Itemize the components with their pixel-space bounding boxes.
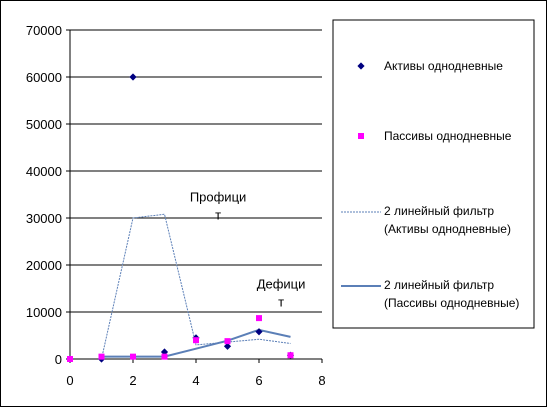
data-point-1 [161,353,168,360]
y-tick-label: 20000 [26,258,62,273]
legend-label-1: Пассивы однодневные [384,129,512,143]
x-tick-label: 2 [129,373,136,388]
y-tick-label: 10000 [26,305,62,320]
data-point-0 [255,328,263,336]
data-point-1 [130,353,136,360]
legend-label-2: 2 линейный фильтр [384,204,494,218]
y-tick-label: 30000 [26,211,62,226]
annotation-0: т [215,208,221,223]
data-point-0 [129,73,137,81]
data-point-1 [67,356,73,362]
data-point-1 [256,315,262,322]
data-point-1 [193,337,199,344]
y-tick-label: 50000 [26,117,62,132]
legend-label-2: (Активы однодневные) [384,222,511,236]
legend-label-0: Активы однодневные [384,59,503,73]
legend: Активы однодневные Пассивы однодневные 2 л… [332,19,535,329]
legend-marker-0 [357,62,365,70]
y-tick-label: 70000 [26,23,62,38]
legend-box [332,19,535,329]
annotation-0: Профици [190,190,246,205]
x-tick-label: 8 [318,373,325,388]
annotation-1: Дефици [257,277,306,292]
legend-label-3: 2 линейный фильтр [384,278,494,292]
data-point-0 [223,342,232,350]
y-tick-label: 60000 [26,70,62,85]
x-tick-label: 4 [192,373,199,388]
data-point-1 [287,352,294,359]
data-point-1 [98,353,105,360]
y-tick-label: 40000 [26,164,62,179]
x-tick-label: 6 [255,373,262,388]
legend-label-3: (Пассивы однодневные) [384,296,519,310]
filter-line-2 [101,213,291,360]
annotation-1: т [278,295,284,310]
plot-area: 0 10000 20000 30000 40000 50000 60000 70000 0 2 4 6… [26,23,326,388]
legend-marker-1 [358,133,364,139]
y-tick-label: 0 [55,352,62,367]
data-point-1 [224,338,231,345]
x-tick-label: 0 [66,373,73,388]
